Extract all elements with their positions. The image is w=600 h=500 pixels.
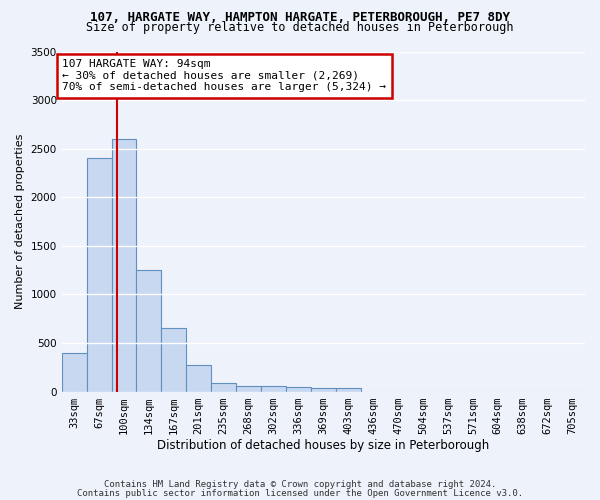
Text: 107 HARGATE WAY: 94sqm
← 30% of detached houses are smaller (2,269)
70% of semi-: 107 HARGATE WAY: 94sqm ← 30% of detached…	[62, 60, 386, 92]
Bar	[112, 139, 136, 392]
Bar	[211, 383, 236, 392]
Bar	[311, 388, 336, 392]
Bar	[62, 352, 86, 392]
Bar	[136, 270, 161, 392]
Bar	[161, 328, 186, 392]
Text: Contains HM Land Registry data © Crown copyright and database right 2024.: Contains HM Land Registry data © Crown c…	[104, 480, 496, 489]
Bar	[336, 388, 361, 392]
Bar	[236, 386, 261, 392]
Text: Size of property relative to detached houses in Peterborough: Size of property relative to detached ho…	[86, 21, 514, 34]
Bar	[86, 158, 112, 392]
Bar	[261, 386, 286, 392]
Bar	[186, 366, 211, 392]
X-axis label: Distribution of detached houses by size in Peterborough: Distribution of detached houses by size …	[157, 440, 490, 452]
Bar	[286, 386, 311, 392]
Y-axis label: Number of detached properties: Number of detached properties	[15, 134, 25, 309]
Text: Contains public sector information licensed under the Open Government Licence v3: Contains public sector information licen…	[77, 488, 523, 498]
Text: 107, HARGATE WAY, HAMPTON HARGATE, PETERBOROUGH, PE7 8DY: 107, HARGATE WAY, HAMPTON HARGATE, PETER…	[90, 11, 510, 24]
